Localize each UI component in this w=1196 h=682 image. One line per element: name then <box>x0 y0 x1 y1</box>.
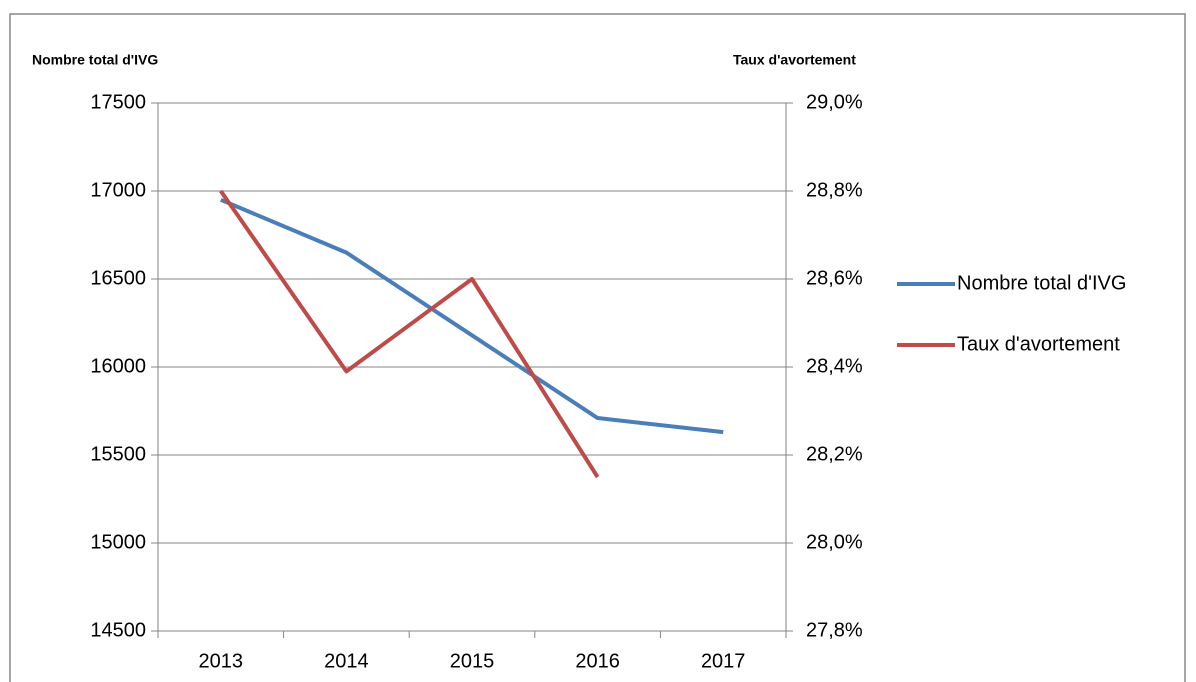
y2-tick-label: 28,2% <box>806 443 863 465</box>
x-tick-label: 2014 <box>324 650 369 672</box>
y-axis-title: Nombre total d'IVG <box>32 52 158 68</box>
legend-label: Nombre total d'IVG <box>957 272 1126 294</box>
x-tick-label: 2013 <box>199 650 244 672</box>
y2-tick-label: 29,0% <box>806 91 863 113</box>
chart-border <box>9 13 1186 682</box>
x-tick-label: 2016 <box>575 650 620 672</box>
y-tick-label: 17500 <box>90 91 146 113</box>
x-tick-label: 2017 <box>701 650 746 672</box>
y-tick-label: 15500 <box>90 443 146 465</box>
y-tick-label: 16500 <box>90 267 146 289</box>
y2-tick-label: 28,8% <box>806 179 863 201</box>
legend-label: Taux d'avortement <box>957 333 1120 355</box>
y2-tick-label: 28,4% <box>806 355 863 377</box>
y2-tick-label: 28,6% <box>806 267 863 289</box>
y-tick-label: 17000 <box>90 179 146 201</box>
y2-axis-title: Taux d'avortement <box>733 52 856 68</box>
y-tick-label: 15000 <box>90 531 146 553</box>
y-tick-label: 14500 <box>90 619 146 641</box>
y2-tick-label: 28,0% <box>806 531 863 553</box>
series-line <box>219 189 600 479</box>
y-tick-label: 16000 <box>90 355 146 377</box>
x-tick-label: 2015 <box>450 650 495 672</box>
series-line <box>220 197 724 435</box>
y2-tick-label: 27,8% <box>806 619 863 641</box>
